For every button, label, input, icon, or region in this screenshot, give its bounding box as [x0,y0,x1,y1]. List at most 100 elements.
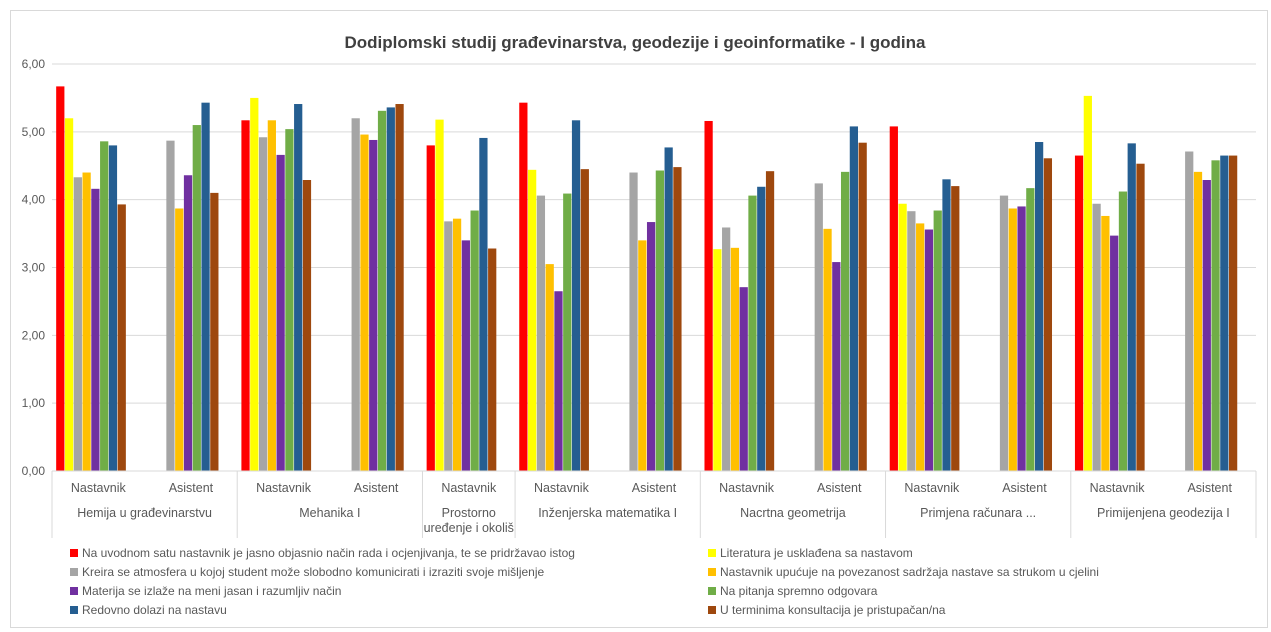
bar [748,195,757,471]
legend-label: Materija se izlaže na meni jasan i razum… [82,584,341,598]
bar [673,167,682,472]
bar [664,147,673,471]
bar [713,249,722,471]
legend-item: Na uvodnom satu nastavnik je jasno objas… [70,546,575,560]
legend-swatch [708,549,716,557]
bar [554,291,563,471]
bar [951,186,960,471]
x-tick-label: Asistent [817,481,862,495]
bar [519,102,528,472]
bar [739,287,748,471]
bar [907,211,916,471]
x-tick-label: Nastavnik [904,481,960,495]
bar [1074,155,1084,471]
legend-label: Na pitanja spremno odgovara [720,584,878,598]
bar [250,97,259,472]
bar [1101,215,1110,471]
bar [730,247,740,471]
legend-label: Literatura je usklađena sa nastavom [720,546,913,560]
bar [56,86,65,471]
bar [351,118,360,472]
bar [369,139,378,471]
bar [1083,95,1092,471]
legend-swatch [70,549,78,557]
bar [999,195,1009,471]
y-tick-label: 4,00 [22,193,46,207]
bar [435,119,444,472]
x-tick-label: Nastavnik [1090,481,1146,495]
y-tick-label: 0,00 [22,464,46,478]
bar [823,228,832,471]
bar [1026,188,1035,471]
x-tick-label: Nastavnik [534,481,590,495]
bar [840,171,850,472]
bar [302,180,312,471]
bar [933,210,942,471]
bar [814,183,823,471]
legend-swatch [70,606,78,614]
bar [1202,180,1211,471]
bar [192,125,201,472]
y-axis: 0,00 1,00 2,00 3,00 4,00 5,00 6,00 [22,57,46,478]
bar [426,145,435,471]
bar [377,110,387,471]
legend-swatch [708,568,716,576]
bar [1193,171,1203,472]
bar [1185,151,1194,471]
bar [858,142,867,471]
y-tick-label: 5,00 [22,125,46,139]
bar [1017,206,1026,471]
x-group-label: Prostorno uređenje i okoliš [424,506,514,535]
bar [646,222,656,471]
bar [64,118,74,472]
bar [704,120,713,471]
legend-label: Kreira se atmosfera u kojoj student može… [82,565,545,579]
x-group-label: Inženjerska matematika I [538,506,677,520]
legend-item: U terminima konsultacija je pristupačan/… [708,603,946,617]
legend-swatch [708,587,716,595]
legend-label: Nastavnik upućuje na povezanost sadržaja… [720,565,1099,579]
bar [82,172,91,471]
bar [563,193,572,471]
bar [444,221,453,471]
legend-swatch [70,587,78,595]
bar [100,141,109,471]
bar [765,171,775,471]
x-tick-label: Nastavnik [441,481,497,495]
bar [722,227,731,471]
bar [360,134,369,472]
bar [285,129,294,471]
bar [1118,191,1128,471]
bar [210,192,219,471]
bar [1220,155,1229,471]
bar [536,195,546,471]
y-tick-label: 3,00 [22,261,46,275]
bar [461,240,470,471]
bar [488,248,497,471]
bar [832,262,841,471]
bar [479,137,488,471]
bar [117,204,126,471]
bar [183,175,193,471]
bar [1092,203,1101,472]
legend-label: Redovno dolazi na nastavu [82,603,227,617]
x-tick-label: Nastavnik [71,481,127,495]
bar [942,179,951,471]
legend-item: Literatura je usklađena sa nastavom [708,546,913,560]
bar [1229,155,1238,471]
bar [166,140,175,471]
bar [73,177,82,471]
y-tick-label: 6,00 [22,57,46,71]
x-group-label: Primjena računara ... [920,506,1036,520]
bar [545,264,554,471]
bar [452,218,462,471]
x-tick-label: Nastavnik [719,481,775,495]
bar [108,145,118,471]
x-tick-label: Asistent [354,481,399,495]
bar [395,104,404,472]
legend-swatch [70,568,78,576]
x-tick-label: Asistent [632,481,677,495]
bar [1136,163,1145,471]
x-group-label: Hemija u građevinarstvu [77,506,212,520]
bar [638,240,647,471]
